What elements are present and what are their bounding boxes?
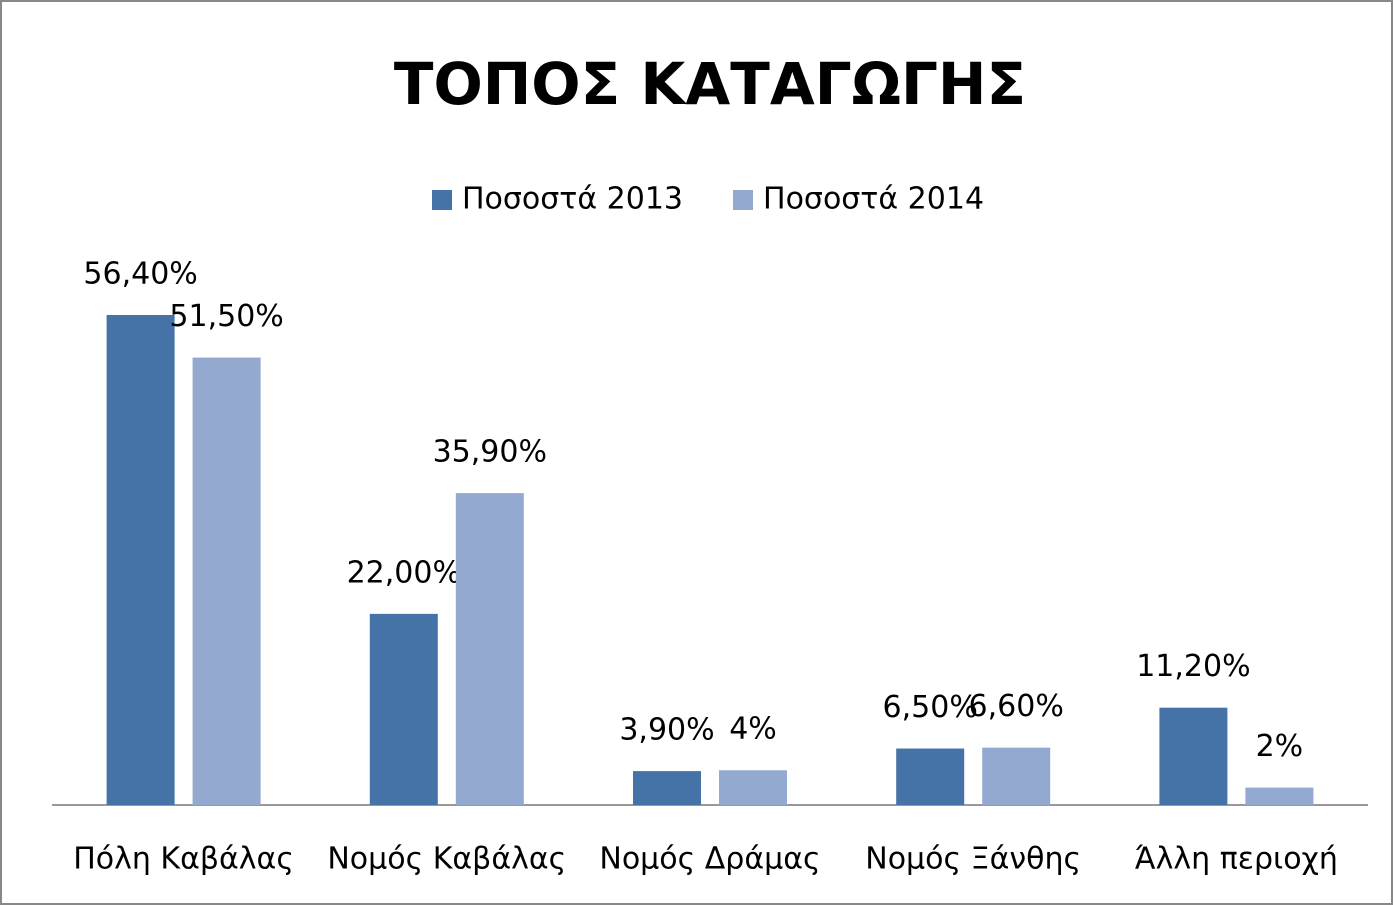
legend-swatch — [432, 190, 452, 210]
data-label: 3,90% — [619, 713, 714, 748]
bar — [106, 315, 175, 805]
legend-label: Ποσοστά 2014 — [763, 182, 984, 217]
bar — [633, 771, 701, 805]
x-tick-label: Άλλη περιοχή — [1135, 842, 1338, 877]
chart-title: ΤΟΠΟΣ ΚΑΤΑΓΩΓΗΣ — [394, 50, 1026, 118]
legend-swatch — [733, 190, 754, 210]
data-label: 2% — [1256, 729, 1304, 764]
x-tick-label: Νομός Καβάλας — [327, 842, 566, 877]
data-label: 22,00% — [347, 555, 461, 590]
x-tick-label: Νομός Ξάνθης — [865, 842, 1081, 877]
bar — [455, 493, 524, 805]
data-label: 35,90% — [433, 435, 547, 470]
bar — [192, 357, 261, 805]
x-tick-label: Πόλη Καβάλας — [73, 842, 294, 877]
bar — [982, 747, 1051, 805]
data-label: 56,40% — [83, 257, 197, 292]
data-label: 6,50% — [883, 690, 978, 725]
data-label: 11,20% — [1136, 649, 1250, 684]
bar — [896, 748, 965, 805]
legend-label: Ποσοστά 2013 — [462, 182, 683, 217]
bar — [1245, 787, 1314, 805]
bar — [719, 770, 787, 805]
bar — [369, 613, 438, 805]
x-tick-label: Νομός Δράμας — [599, 842, 820, 877]
data-label: 51,50% — [169, 299, 283, 334]
bar — [1159, 707, 1228, 805]
data-label: 6,60% — [969, 689, 1064, 724]
data-label: 4% — [729, 712, 777, 747]
